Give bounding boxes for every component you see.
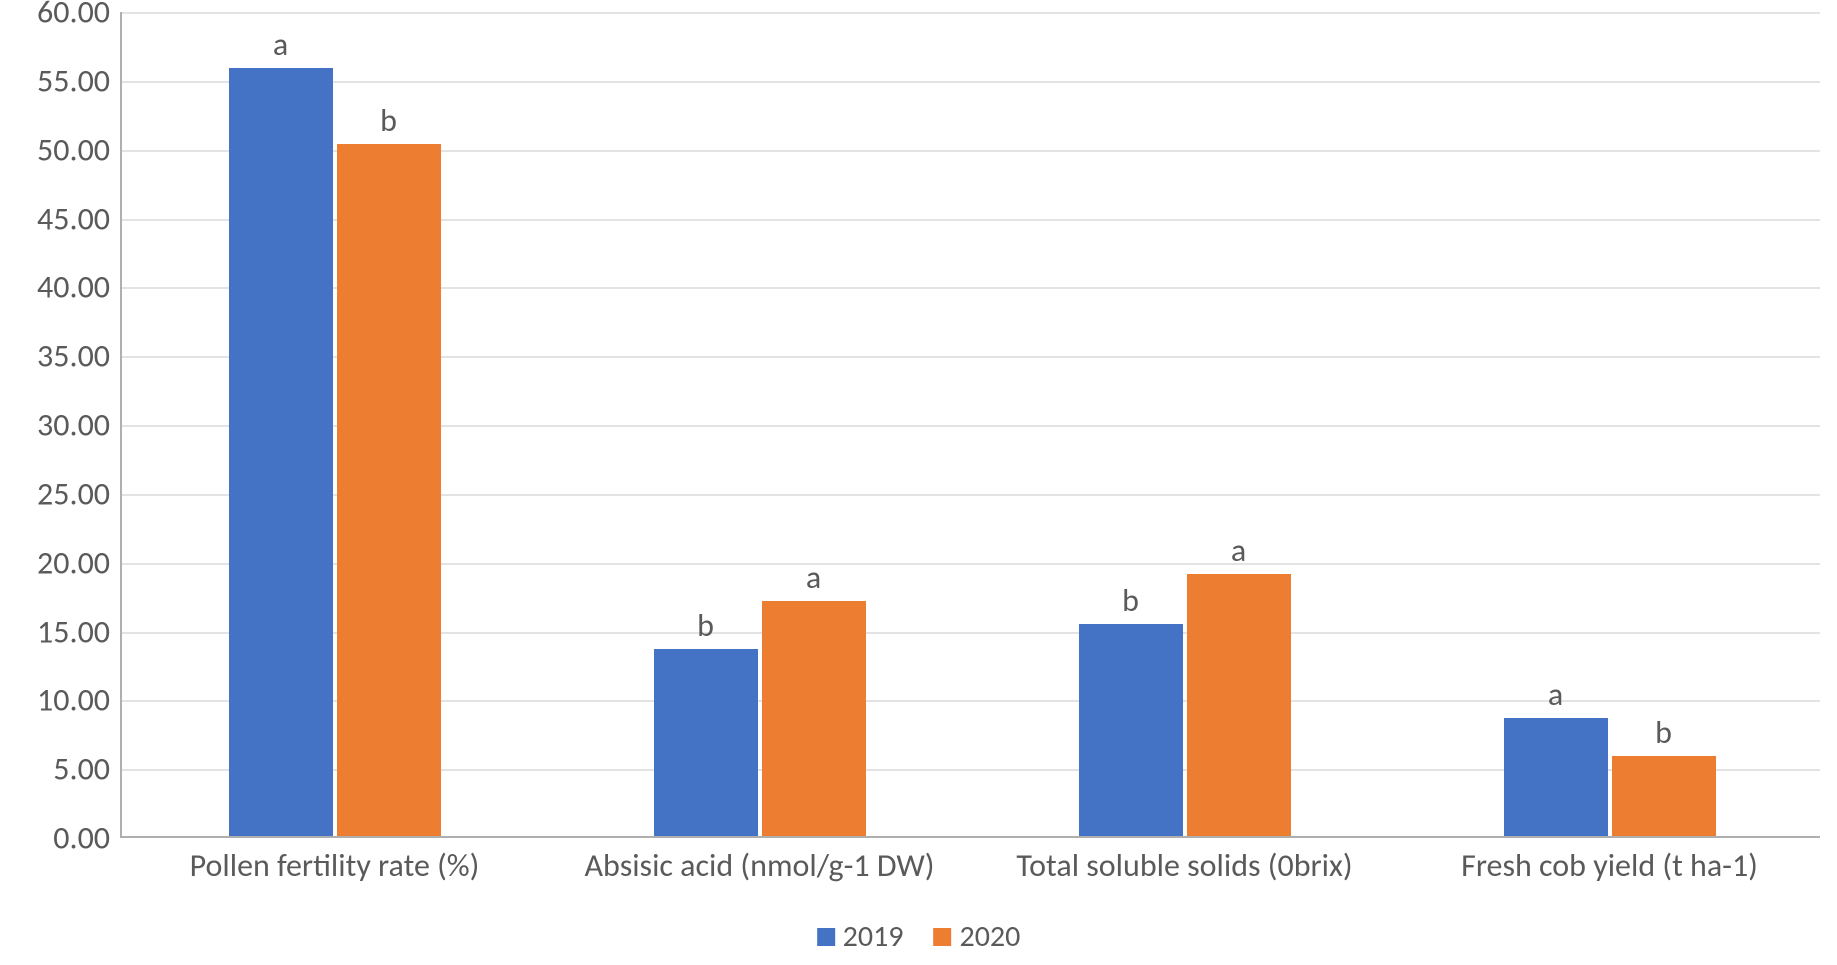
y-tick-label: 35.00 [37,337,122,376]
bar-annotation: a [1231,531,1246,570]
gridline [122,81,1820,83]
bar [1079,624,1183,836]
y-tick-label: 15.00 [37,612,122,651]
gridline [122,12,1820,14]
bar-annotation: b [1122,581,1139,620]
bar-annotation: b [380,101,397,140]
y-tick-label: 5.00 [53,750,122,789]
legend-item: 2019 [817,918,904,955]
y-tick-label: 50.00 [37,130,122,169]
legend: 2019 2020 [817,918,1021,955]
bar-annotation: a [273,25,288,64]
y-tick-label: 45.00 [37,199,122,238]
legend-label: 2019 [843,918,904,955]
x-category-label: Fresh cob yield (t ha-1) [1461,836,1758,885]
y-tick-label: 10.00 [37,681,122,720]
bar [762,601,866,836]
bar [229,68,333,836]
bar-annotation: a [1548,675,1563,714]
legend-label: 2020 [960,918,1021,955]
y-tick-label: 40.00 [37,268,122,307]
y-tick-label: 60.00 [37,0,122,32]
y-tick-label: 55.00 [37,61,122,100]
bar-annotation: a [806,558,821,597]
x-category-label: Pollen fertility rate (%) [190,836,480,885]
bar-annotation: b [1655,713,1672,752]
bar-annotation: b [697,606,714,645]
bar [337,144,441,836]
bar [654,649,758,836]
legend-item: 2020 [934,918,1021,955]
legend-swatch [934,928,952,946]
y-tick-label: 30.00 [37,406,122,445]
y-tick-label: 0.00 [53,819,122,858]
y-tick-label: 20.00 [37,543,122,582]
y-tick-label: 25.00 [37,474,122,513]
bar [1187,574,1291,836]
plot-area: 0.005.0010.0015.0020.0025.0030.0035.0040… [120,12,1820,838]
bar [1612,756,1716,836]
x-category-label: Total soluble solids (0brix) [1016,836,1352,885]
x-category-label: Absisic acid (nmol/g-1 DW) [585,836,935,885]
bar-chart: 0.00 5.00 10.00 15.00 20.00 25.00 30.00 35.00 40… [0,0,1837,965]
bar [1504,718,1608,836]
legend-swatch [817,928,835,946]
